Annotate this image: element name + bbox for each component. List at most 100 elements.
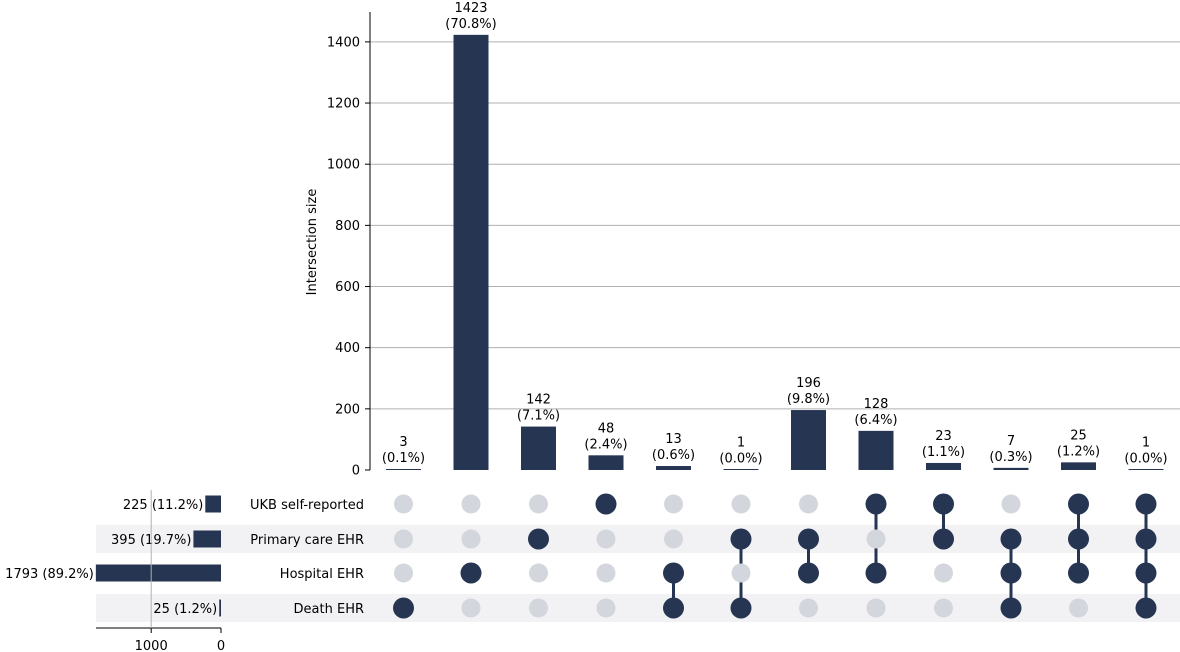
y-tick-label: 800 — [335, 219, 360, 234]
set-size-bar — [219, 599, 221, 617]
matrix-dot-active — [730, 597, 752, 619]
bar-percent-label: (0.0%) — [719, 452, 762, 467]
intersection-bar — [723, 469, 759, 470]
y-tick-label: 400 — [335, 341, 360, 356]
row-shade — [96, 525, 1180, 553]
intersection-bar — [858, 430, 894, 470]
intersection-bar — [791, 410, 826, 470]
bar-count-label: 196 — [796, 376, 821, 391]
matrix-dot-inactive — [394, 529, 413, 549]
matrix-dot-active — [1000, 597, 1022, 619]
intersection-bar — [926, 462, 961, 470]
matrix-dot-inactive — [461, 529, 481, 549]
intersection-bar — [1061, 462, 1096, 470]
bar-count-label: 1423 — [454, 1, 487, 16]
set-size-bar — [205, 495, 221, 513]
matrix-dot-inactive — [596, 529, 616, 549]
intersection-bar — [1128, 469, 1164, 470]
matrix-dot-inactive — [866, 529, 886, 549]
intersection-bars — [386, 34, 1164, 471]
y-tick-label: 600 — [335, 280, 360, 295]
matrix-dot-active — [798, 562, 819, 584]
matrix-dot-active — [1000, 562, 1022, 584]
set-size-tick-label: 0 — [217, 639, 225, 652]
y-tick-label: 0 — [352, 464, 360, 479]
bar-percent-label: (2.4%) — [584, 437, 627, 452]
matrix-dot-active — [865, 493, 887, 515]
intersection-bar-labels: 3(0.1%)1423(70.8%)142(7.1%)48(2.4%) 13(0.… — [382, 1, 1168, 467]
set-size-tick-label: 1000 — [135, 639, 168, 652]
bar-count-label: 3 — [399, 435, 407, 450]
set-size-bars: 225 (11.2%)395 (19.7%)1793 (89.2%)25 (1.… — [5, 495, 221, 617]
matrix-dot-inactive — [529, 598, 548, 618]
matrix-dot-active — [1000, 528, 1022, 550]
intersection-bar — [656, 466, 691, 470]
bar-count-label: 23 — [935, 429, 952, 444]
matrix-dot-active — [663, 597, 684, 619]
matrix-dot-inactive — [529, 494, 548, 514]
intersection-bar — [521, 426, 556, 470]
matrix-dot-inactive — [394, 494, 413, 514]
intersection-bar — [453, 34, 489, 471]
matrix-dot-inactive — [1001, 494, 1021, 514]
intersection-bar — [386, 469, 421, 470]
matrix-dot-inactive — [596, 598, 616, 618]
bar-percent-label: (0.3%) — [989, 450, 1032, 465]
matrix-dot-inactive — [596, 563, 616, 583]
matrix-dot-active — [933, 493, 954, 515]
y-tick-label: 1200 — [327, 97, 360, 112]
intersection-bar — [588, 455, 624, 470]
set-size-label: 1793 (89.2%) — [5, 567, 94, 582]
y-tick-label: 1000 — [327, 158, 360, 173]
matrix-dot-inactive — [799, 494, 818, 514]
y-axis-title: Intersection size — [305, 189, 320, 296]
set-size-label: 225 (11.2%) — [123, 498, 203, 513]
bar-percent-label: (7.1%) — [517, 409, 560, 424]
matrix-dot-active — [460, 562, 482, 584]
matrix-dot-inactive — [934, 563, 953, 583]
matrix-dot-inactive — [461, 494, 481, 514]
matrix-dot-inactive — [731, 563, 751, 583]
matrix-dot-inactive — [664, 529, 683, 549]
matrix-dot-active — [1135, 493, 1157, 515]
intersection-matrix — [393, 493, 1157, 619]
matrix-dot-active — [393, 597, 414, 619]
set-size-axis: 1000 0 — [96, 490, 225, 652]
set-size-bar — [95, 564, 221, 582]
set-name-label: Primary care EHR — [250, 533, 364, 548]
y-tick-label: 200 — [335, 402, 360, 417]
bar-percent-label: (9.8%) — [787, 392, 830, 407]
matrix-dot-inactive — [394, 563, 413, 583]
bar-percent-label: (0.1%) — [382, 451, 425, 466]
matrix-dot-active — [528, 528, 549, 550]
bar-percent-label: (1.1%) — [922, 445, 965, 460]
matrix-dot-active — [865, 562, 887, 584]
bar-count-label: 25 — [1070, 428, 1087, 443]
matrix-dot-active — [933, 528, 954, 550]
set-name-label: Death EHR — [294, 602, 364, 617]
bar-count-label: 1 — [737, 436, 745, 451]
matrix-dot-active — [1068, 562, 1089, 584]
matrix-dot-inactive — [866, 598, 886, 618]
bar-percent-label: (6.4%) — [854, 413, 897, 428]
matrix-dot-active — [1068, 493, 1089, 515]
bar-count-label: 142 — [526, 393, 551, 408]
matrix-dot-inactive — [461, 598, 481, 618]
set-name-label: Hospital EHR — [280, 567, 364, 582]
bar-count-label: 48 — [598, 421, 615, 436]
intersection-bar — [993, 467, 1029, 470]
bar-percent-label: (0.0%) — [1124, 452, 1167, 467]
bar-count-label: 1 — [1142, 436, 1150, 451]
set-labels: UKB self-reported Primary care EHR Hospita… — [250, 498, 364, 617]
y-axis: 0 200 400 600 800 1000 1200 1400 — [327, 12, 371, 479]
matrix-dot-inactive — [934, 598, 953, 618]
matrix-dot-inactive — [529, 563, 548, 583]
matrix-dot-active — [595, 493, 617, 515]
matrix-dot-active — [1135, 597, 1157, 619]
matrix-row-shading — [96, 525, 1180, 622]
matrix-dot-active — [1068, 528, 1089, 550]
matrix-dot-active — [798, 528, 819, 550]
matrix-dot-inactive — [799, 598, 818, 618]
matrix-dot-inactive — [664, 494, 683, 514]
